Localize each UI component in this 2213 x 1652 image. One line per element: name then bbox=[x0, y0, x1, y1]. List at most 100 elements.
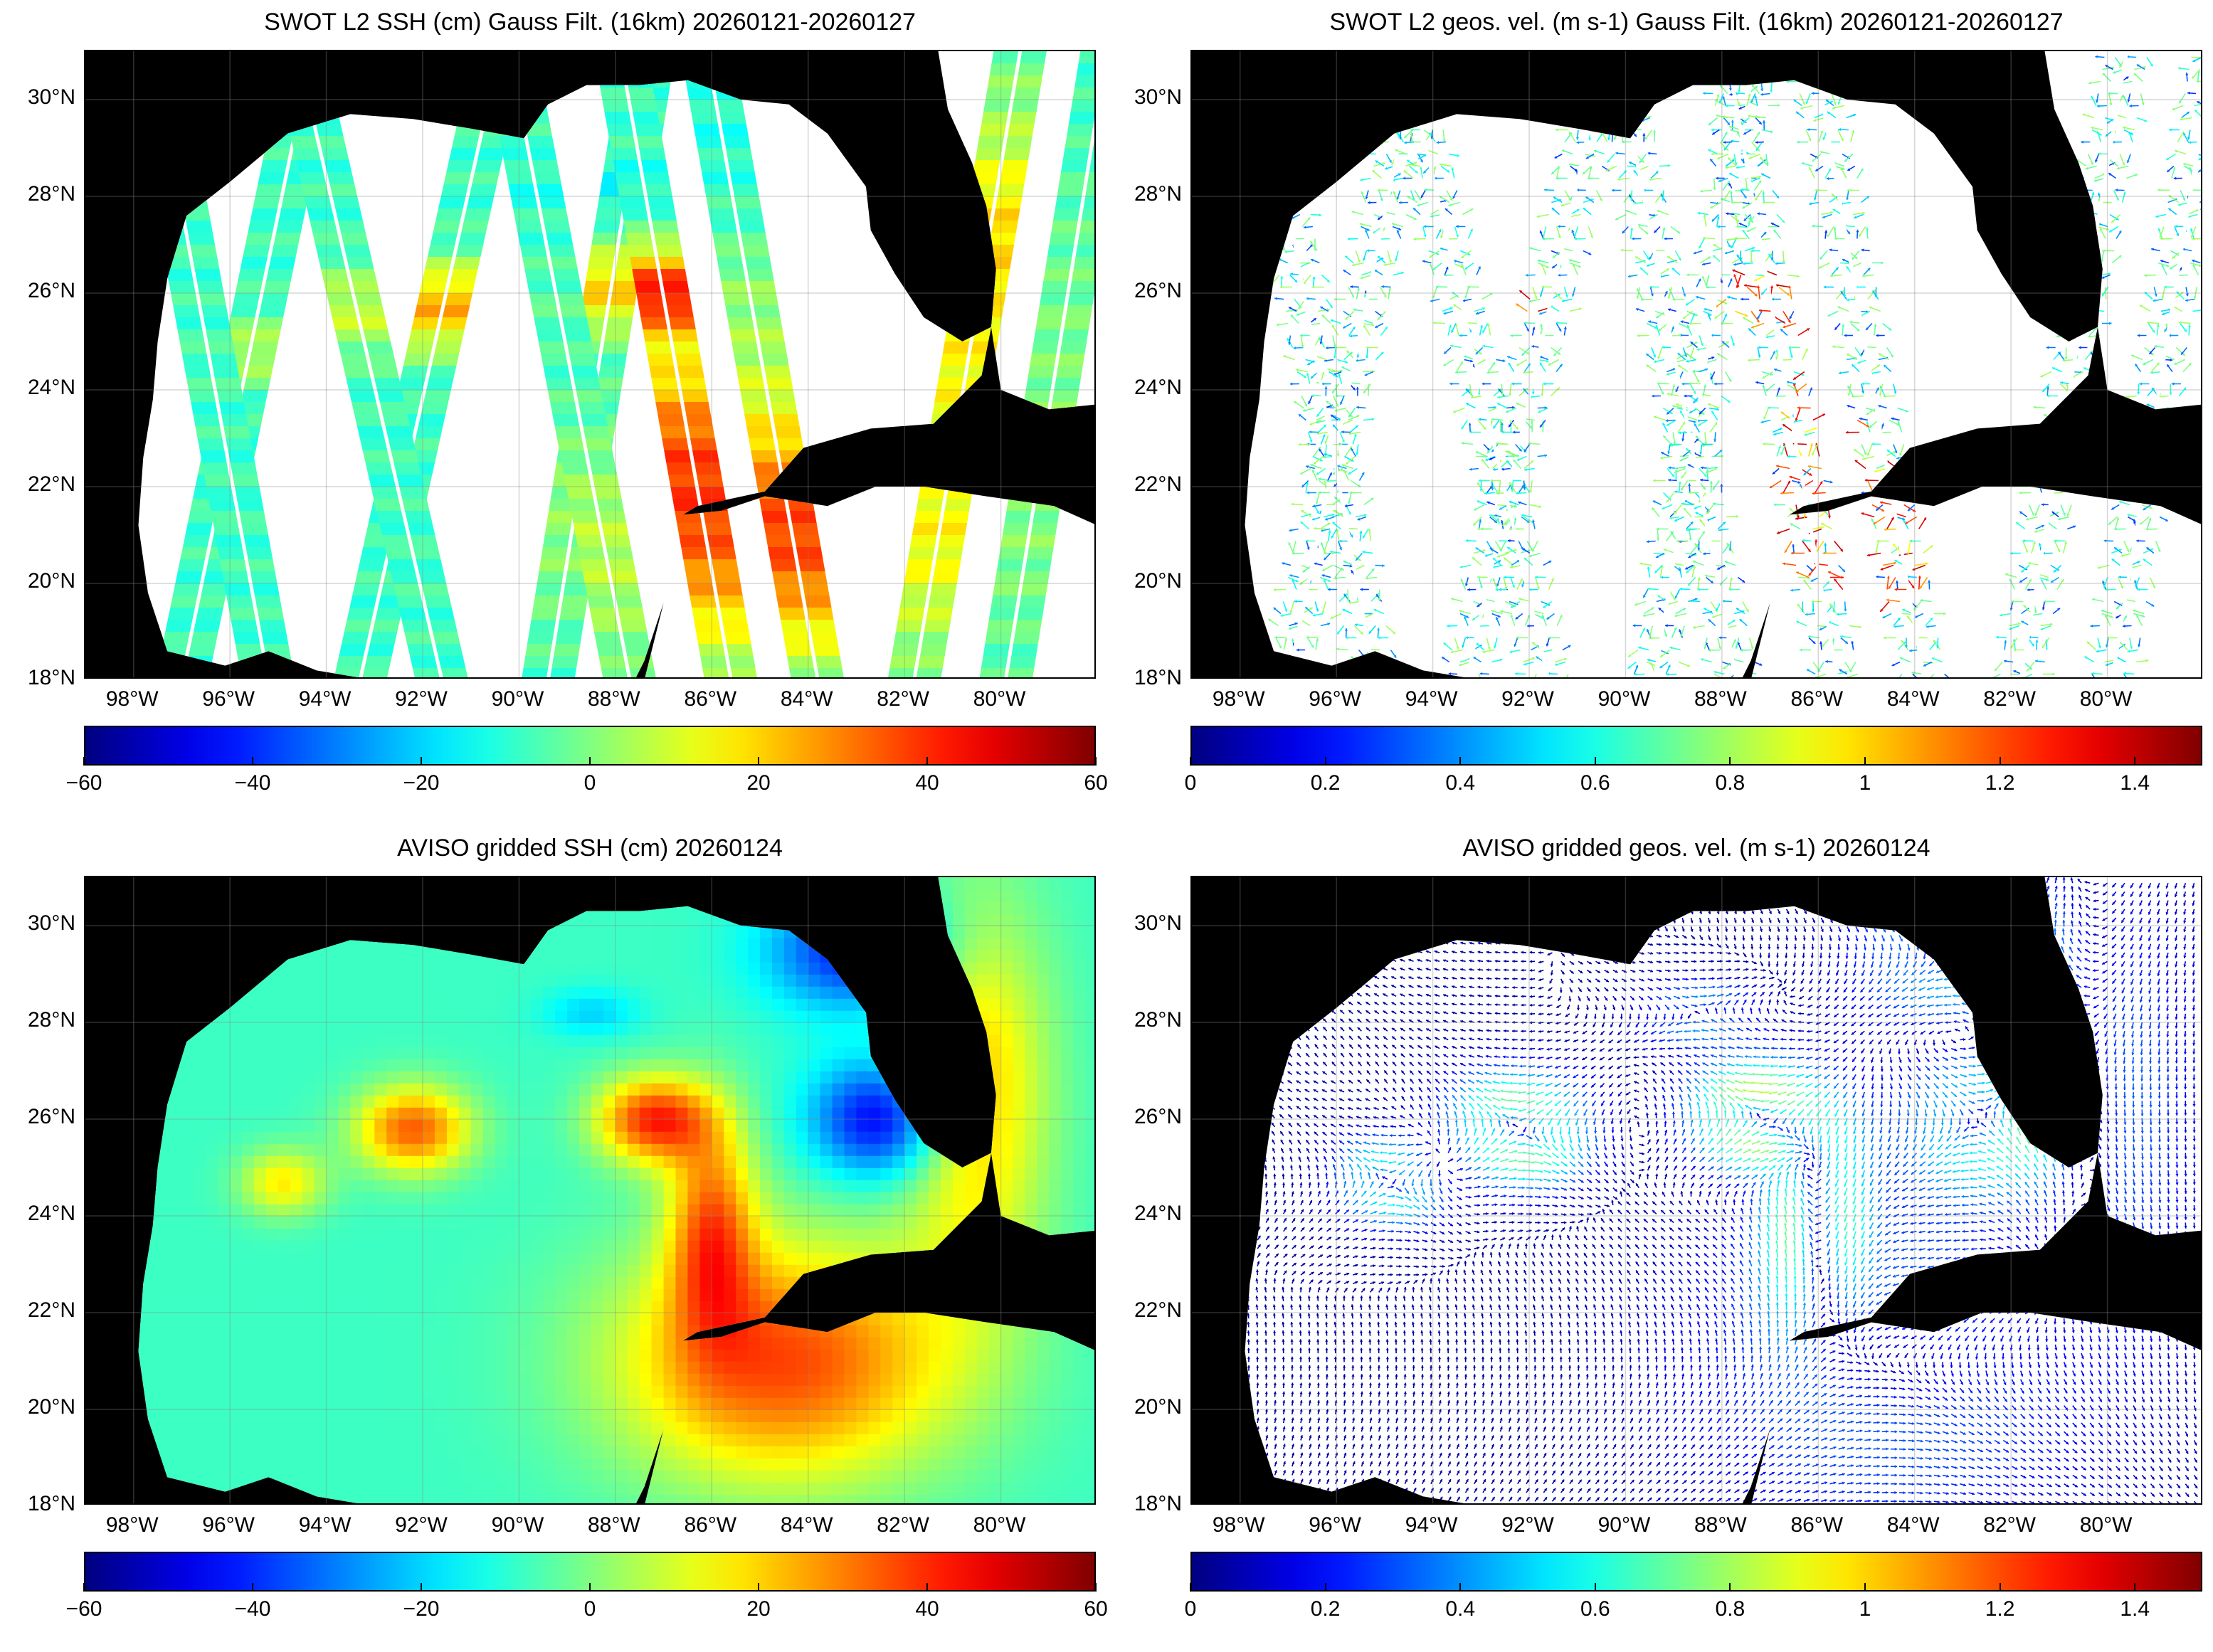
lon-tick-label: 92°W bbox=[379, 1513, 464, 1537]
lon-tick-label: 96°W bbox=[1292, 1513, 1378, 1537]
colorbar-tick-label: 0 bbox=[547, 1597, 633, 1621]
lon-tick-label: 98°W bbox=[90, 1513, 175, 1537]
map-area bbox=[84, 876, 1096, 1505]
lon-tick-label: 88°W bbox=[571, 1513, 657, 1537]
lat-tick-label: 20°N bbox=[1111, 569, 1182, 593]
lat-tick-label: 30°N bbox=[4, 911, 75, 936]
lat-tick-label: 28°N bbox=[4, 1008, 75, 1032]
colorbar-tick-mark bbox=[1190, 1583, 1191, 1592]
colorbar-tick-mark bbox=[1729, 757, 1731, 766]
lon-tick-label: 82°W bbox=[1967, 1513, 2052, 1537]
lat-tick-label: 30°N bbox=[1111, 85, 1182, 110]
lat-tick-label: 24°N bbox=[4, 1202, 75, 1226]
colorbar-tick-mark bbox=[252, 757, 253, 766]
lon-tick-label: 94°W bbox=[1389, 1513, 1474, 1537]
lat-tick-label: 24°N bbox=[1111, 1202, 1182, 1226]
lat-tick-label: 22°N bbox=[1111, 472, 1182, 497]
colorbar-tick-label: 0.8 bbox=[1687, 1597, 1773, 1621]
lon-tick-label: 86°W bbox=[1774, 1513, 1859, 1537]
swot-swath bbox=[1696, 51, 1861, 677]
lat-tick-label: 26°N bbox=[1111, 1105, 1182, 1129]
colorbar-tick-label: 0.2 bbox=[1283, 771, 1368, 795]
colorbar-tick-label: 20 bbox=[716, 771, 801, 795]
lon-tick-label: 84°W bbox=[764, 1513, 850, 1537]
colorbar-tick-mark bbox=[2134, 1583, 2136, 1592]
lon-tick-label: 98°W bbox=[90, 687, 175, 711]
colorbar-tick-mark bbox=[1095, 757, 1097, 766]
graticule bbox=[85, 51, 1094, 677]
colorbar-tick-label: −60 bbox=[41, 771, 127, 795]
lon-tick-label: 84°W bbox=[1871, 687, 1956, 711]
lon-tick-label: 88°W bbox=[1678, 1513, 1763, 1537]
lat-tick-label: 28°N bbox=[4, 182, 75, 206]
colorbar-tick-label: 1.4 bbox=[2092, 771, 2177, 795]
colorbar-tick-label: 60 bbox=[1053, 1597, 1139, 1621]
lat-tick-label: 22°N bbox=[1111, 1298, 1182, 1323]
lon-tick-label: 92°W bbox=[1485, 687, 1570, 711]
lon-tick-label: 90°W bbox=[1581, 687, 1667, 711]
lon-tick-label: 98°W bbox=[1196, 687, 1282, 711]
colorbar-tick-label: 0 bbox=[1148, 1597, 1233, 1621]
lon-tick-label: 94°W bbox=[1389, 687, 1474, 711]
colorbar-tick-label: 1 bbox=[1822, 771, 1908, 795]
lat-tick-label: 26°N bbox=[4, 1105, 75, 1129]
map-canvas bbox=[1192, 51, 2201, 677]
colorbar-tick-label: −20 bbox=[379, 771, 464, 795]
panel-title: AVISO gridded SSH (cm) 20260124 bbox=[84, 835, 1096, 862]
panel-aviso-ssh: AVISO gridded SSH (cm) 20260124 30°N 28°N… bbox=[0, 826, 1108, 1652]
colorbar-tick-label: 1.4 bbox=[2092, 1597, 2177, 1621]
colorbar-tick-mark bbox=[1324, 757, 1326, 766]
map-canvas bbox=[1192, 877, 2201, 1503]
lat-tick-label: 26°N bbox=[1111, 279, 1182, 303]
panel-aviso-velocity: AVISO gridded geos. vel. (m s-1) 2026012… bbox=[1106, 826, 2213, 1652]
lon-tick-label: 86°W bbox=[667, 1513, 753, 1537]
lon-tick-label: 88°W bbox=[1678, 687, 1763, 711]
colorbar-tick-mark bbox=[83, 757, 85, 766]
lon-tick-label: 80°W bbox=[2064, 1513, 2149, 1537]
lat-tick-label: 28°N bbox=[1111, 1008, 1182, 1032]
graticule bbox=[1192, 51, 2201, 677]
panel-title: SWOT L2 SSH (cm) Gauss Filt. (16km) 2026… bbox=[84, 9, 1096, 36]
lon-tick-label: 90°W bbox=[475, 687, 560, 711]
colorbar-tick-mark bbox=[589, 757, 591, 766]
lat-tick-label: 26°N bbox=[4, 279, 75, 303]
graticule bbox=[85, 877, 1094, 1503]
map-area bbox=[1190, 876, 2202, 1505]
swot-swath bbox=[1441, 51, 1628, 677]
lon-tick-label: 82°W bbox=[860, 687, 946, 711]
lon-tick-label: 90°W bbox=[475, 1513, 560, 1537]
lat-tick-label: 18°N bbox=[1111, 666, 1182, 690]
lon-tick-label: 98°W bbox=[1196, 1513, 1282, 1537]
lon-tick-label: 84°W bbox=[764, 687, 850, 711]
lon-tick-label: 80°W bbox=[2064, 687, 2149, 711]
colorbar-tick-label: 40 bbox=[884, 771, 970, 795]
colorbar-tick-label: −40 bbox=[210, 1597, 295, 1621]
colorbar-tick-label: −40 bbox=[210, 771, 295, 795]
lat-tick-label: 20°N bbox=[4, 1395, 75, 1419]
lon-tick-label: 96°W bbox=[186, 687, 271, 711]
panel-swot-velocity: SWOT L2 geos. vel. (m s-1) Gauss Filt. (… bbox=[1106, 0, 2213, 826]
lat-tick-label: 18°N bbox=[4, 1492, 75, 1516]
lon-tick-label: 86°W bbox=[1774, 687, 1859, 711]
lat-tick-label: 24°N bbox=[1111, 376, 1182, 400]
lon-tick-label: 80°W bbox=[957, 687, 1042, 711]
colorbar-tick-mark bbox=[926, 757, 928, 766]
colorbar-tick-mark bbox=[252, 1583, 253, 1592]
colorbar-tick-label: 40 bbox=[884, 1597, 970, 1621]
map-canvas bbox=[85, 51, 1094, 677]
colorbar-tick-label: 0.4 bbox=[1417, 771, 1503, 795]
swot-swath bbox=[333, 51, 527, 677]
colorbar bbox=[1190, 726, 2202, 766]
colorbar-tick-label: 20 bbox=[716, 1597, 801, 1621]
lat-tick-label: 30°N bbox=[4, 85, 75, 110]
lon-tick-label: 80°W bbox=[957, 1513, 1042, 1537]
panel-title: AVISO gridded geos. vel. (m s-1) 2026012… bbox=[1190, 835, 2202, 862]
colorbar-tick-mark bbox=[1729, 1583, 1731, 1592]
lon-tick-label: 90°W bbox=[1581, 1513, 1667, 1537]
colorbar-tick-label: 0.8 bbox=[1687, 771, 1773, 795]
colorbar-tick-label: −60 bbox=[41, 1597, 127, 1621]
colorbar-tick-label: 1.2 bbox=[1958, 1597, 2043, 1621]
colorbar-tick-label: −20 bbox=[379, 1597, 464, 1621]
lat-tick-label: 20°N bbox=[1111, 1395, 1182, 1419]
colorbar-tick-label: 0.6 bbox=[1553, 771, 1638, 795]
